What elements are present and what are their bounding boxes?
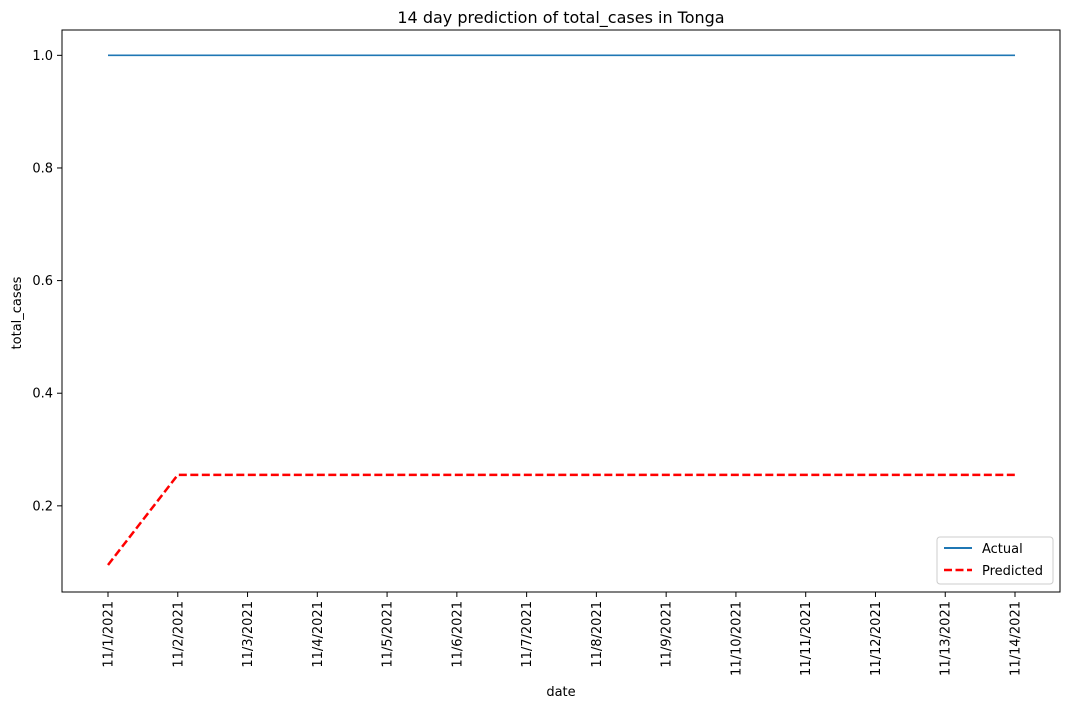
plot-area: 0.2 0.4 0.6 0.8 1.0 11/1/2021 11/2/2021 11/3/20… (32, 49, 1023, 676)
y-tick-label: 1.0 (32, 49, 53, 64)
x-tick-label: 11/2/2021 (171, 601, 186, 668)
legend-label-actual: Actual (982, 542, 1023, 557)
legend: Actual Predicted (936, 536, 1054, 585)
x-tick-label: 11/6/2021 (450, 601, 465, 668)
x-tick-label: 11/7/2021 (520, 601, 535, 668)
x-tick-label: 11/9/2021 (660, 601, 675, 668)
x-tick-label: 11/13/2021 (939, 601, 954, 676)
x-tick-label: 11/11/2021 (799, 601, 814, 676)
x-tick-label: 11/12/2021 (869, 601, 884, 676)
x-tick-label: 11/3/2021 (241, 601, 256, 668)
x-axis-label: date (546, 685, 575, 700)
x-tick-label: 11/14/2021 (1009, 601, 1024, 676)
y-tick-label: 0.2 (32, 499, 53, 514)
legend-label-predicted: Predicted (982, 564, 1043, 579)
y-tick-label: 0.4 (32, 387, 53, 402)
chart-title: 14 day prediction of total_cases in Tong… (397, 8, 724, 28)
y-axis-label: total_cases (10, 276, 25, 349)
x-tick-label: 11/10/2021 (729, 601, 744, 676)
y-tick-label: 0.6 (32, 274, 53, 289)
x-tick-label: 11/8/2021 (590, 601, 605, 668)
y-tick-label: 0.8 (32, 161, 53, 176)
x-tick-label: 11/1/2021 (102, 601, 117, 668)
x-tick-label: 11/5/2021 (381, 601, 396, 668)
axes-frame (61, 29, 1061, 593)
x-tick-label: 11/4/2021 (311, 601, 326, 668)
series-line-predicted (107, 473, 1016, 566)
